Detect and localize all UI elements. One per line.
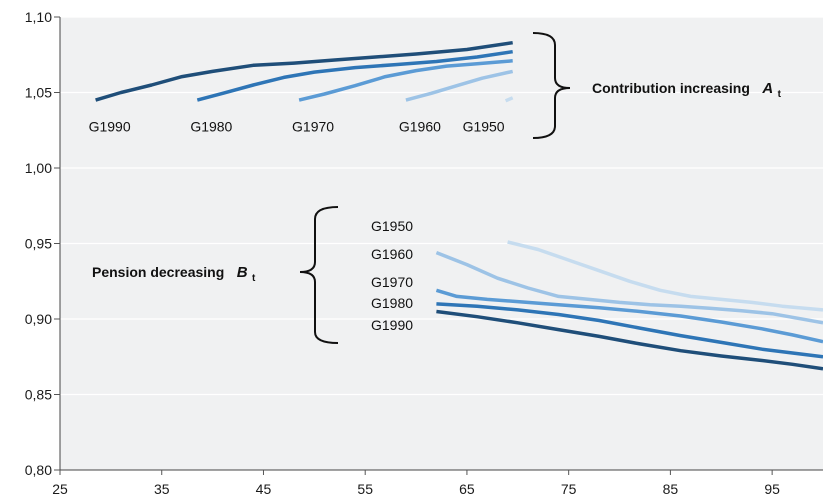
pension-label-g1990: G1990 [371,317,413,333]
contribution-label-g1980: G1980 [190,119,232,135]
pension-label-g1970: G1970 [371,274,413,290]
contribution-line-g1990 [95,40,513,102]
x-tick-label: 95 [764,481,780,497]
x-tick-label: 65 [459,481,475,497]
contribution-symbol: A [761,80,773,97]
contribution-brace [532,32,571,139]
contribution-subscript: t [778,89,782,100]
x-tick-label: 75 [561,481,577,497]
x-tick-label: 25 [52,481,68,497]
y-tick-label: 1,10 [25,9,52,25]
x-tick-label: 45 [256,481,272,497]
series-labels: G1990 G1980 G1970 G1960 G1950 G1950 G1960 G1970… [89,119,505,334]
pension-line-g1950 [507,240,823,312]
contribution-label-g1970: G1970 [292,119,334,135]
pension-subscript: t [252,273,256,284]
pension-line-g1960 [435,250,823,325]
series-lines [95,40,823,371]
y-tick-label: 1,05 [25,85,52,101]
contribution-label-g1990: G1990 [89,119,131,135]
contribution-label-g1960: G1960 [399,119,441,135]
y-tick-label: 0,85 [25,387,52,403]
y-axis-ticks: 1,10 1,05 1,00 0,95 0,90 0,85 0,80 [25,9,60,478]
pension-annotation: Pension decreasing B t [92,264,256,284]
pension-line-g1980 [436,302,823,359]
contribution-line-g1950 [504,96,514,103]
x-axis-ticks: 25 35 45 55 65 75 85 95 [52,470,780,497]
pension-label-g1950: G1950 [371,218,413,234]
y-tick-label: 0,90 [25,311,52,327]
y-tick-label: 0,80 [25,462,52,478]
contribution-annotation: Contribution increasing A t [592,80,782,100]
contribution-label-g1950: G1950 [463,119,505,135]
x-tick-label: 85 [663,481,679,497]
contribution-line-g1980 [196,49,513,102]
y-tick-label: 0,95 [25,236,52,252]
pension-label: Pension decreasing [92,264,224,280]
pension-label-g1980: G1980 [371,295,413,311]
y-tick-label: 1,00 [25,160,52,176]
pension-line-g1970 [435,288,823,344]
contribution-label: Contribution increasing [592,80,750,96]
x-tick-label: 35 [154,481,170,497]
contribution-line-g1970 [298,59,513,102]
pension-symbol: B [237,264,248,281]
x-tick-label: 55 [357,481,373,497]
pension-label-g1960: G1960 [371,246,413,262]
pension-line-g1990 [436,309,823,371]
contribution-line-g1960 [405,69,514,102]
pension-brace [299,206,339,344]
grid-lines [59,16,823,471]
